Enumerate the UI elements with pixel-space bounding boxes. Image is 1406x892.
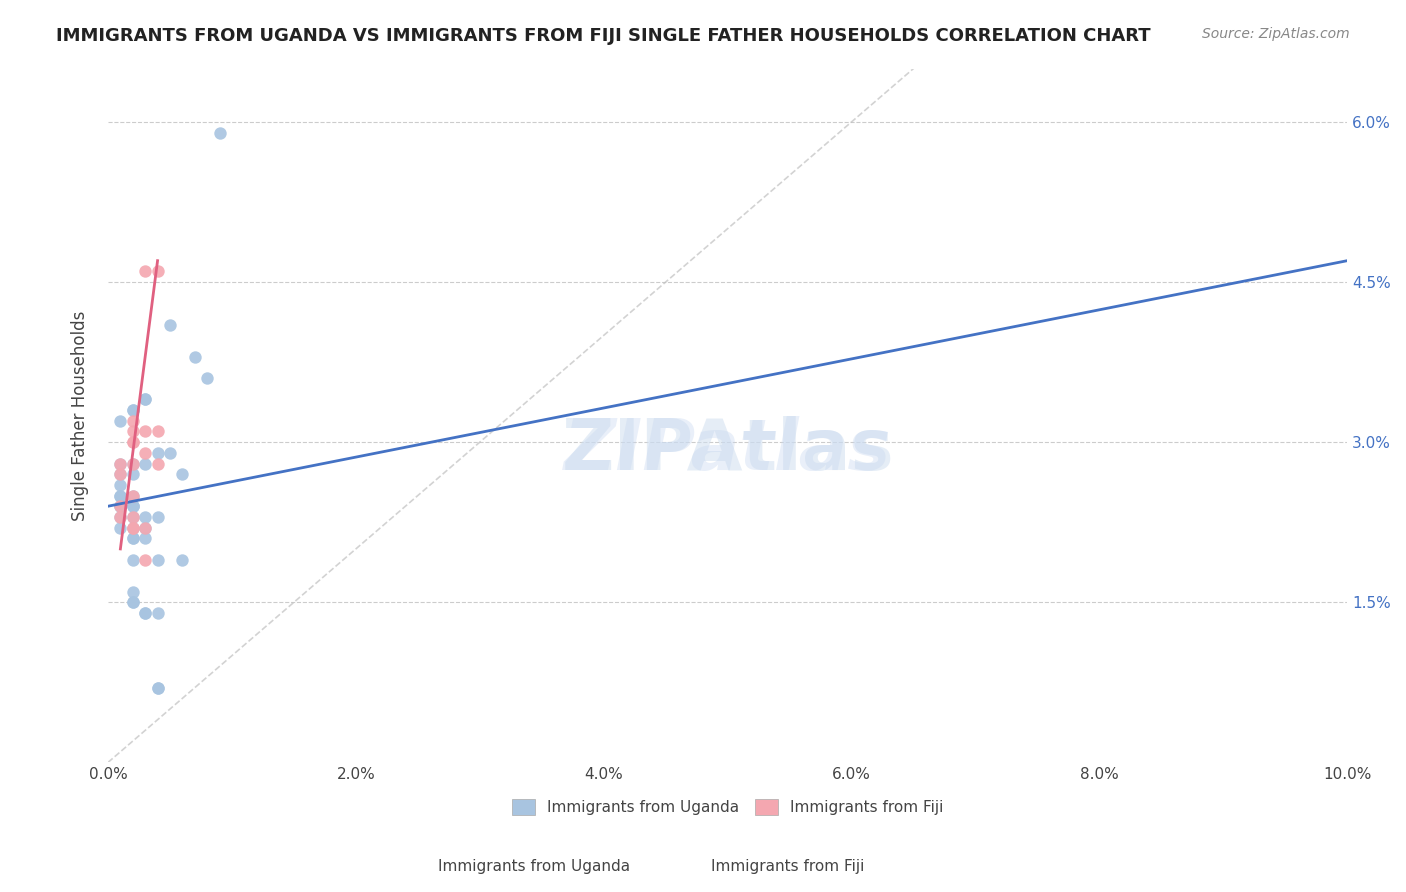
Point (146, 264, 169, 278)
Point (121, 489, 143, 503)
Point (121, 403, 143, 417)
Point (110, 500, 132, 514)
Point (134, 392, 156, 407)
Point (110, 500, 132, 514)
Point (110, 489, 132, 503)
Point (134, 606, 156, 620)
Point (121, 520, 143, 534)
Point (172, 467, 194, 482)
Point (121, 520, 143, 534)
Point (146, 457, 169, 471)
Point (110, 467, 132, 482)
Point (134, 552, 156, 566)
Point (146, 552, 169, 566)
Text: Source: ZipAtlas.com: Source: ZipAtlas.com (1202, 27, 1350, 41)
Point (146, 606, 169, 620)
Point (121, 425, 143, 439)
Point (110, 500, 132, 514)
Point (121, 520, 143, 534)
Point (121, 531, 143, 545)
Point (121, 584, 143, 599)
Point (134, 425, 156, 439)
Text: IMMIGRANTS FROM UGANDA VS IMMIGRANTS FROM FIJI SINGLE FATHER HOUSEHOLDS CORRELAT: IMMIGRANTS FROM UGANDA VS IMMIGRANTS FRO… (56, 27, 1152, 45)
Point (110, 414, 132, 428)
Point (146, 425, 169, 439)
Point (121, 552, 143, 566)
Point (159, 318, 181, 332)
Point (121, 414, 143, 428)
Point (159, 446, 181, 460)
Point (172, 552, 194, 566)
Point (110, 520, 132, 534)
Point (121, 500, 143, 514)
Point (195, 371, 218, 385)
Point (146, 509, 169, 524)
Point (110, 509, 132, 524)
Point (134, 520, 156, 534)
Point (134, 392, 156, 407)
Point (110, 457, 132, 471)
Y-axis label: Single Father Households: Single Father Households (72, 310, 89, 521)
Point (134, 606, 156, 620)
Text: ZIPAtlas: ZIPAtlas (561, 416, 894, 484)
Point (134, 264, 156, 278)
Point (110, 457, 132, 471)
Text: atlas: atlas (627, 416, 828, 484)
Text: ZIPatlas: ZIPatlas (564, 416, 891, 484)
Point (110, 467, 132, 482)
Point (110, 478, 132, 492)
Point (121, 403, 143, 417)
Point (121, 509, 143, 524)
Point (134, 446, 156, 460)
Point (146, 681, 169, 695)
Text: Immigrants from Uganda: Immigrants from Uganda (439, 859, 630, 874)
Point (121, 500, 143, 514)
Legend: Immigrants from Uganda, Immigrants from Fiji: Immigrants from Uganda, Immigrants from … (503, 790, 952, 824)
Point (110, 489, 132, 503)
Point (134, 531, 156, 545)
Point (121, 435, 143, 450)
Point (121, 595, 143, 609)
Point (208, 126, 231, 140)
Point (110, 509, 132, 524)
Point (121, 435, 143, 450)
Point (134, 509, 156, 524)
Point (146, 446, 169, 460)
Point (184, 350, 207, 364)
Point (121, 489, 143, 503)
Point (121, 457, 143, 471)
Point (121, 457, 143, 471)
Point (134, 520, 156, 534)
Point (121, 531, 143, 545)
Text: Immigrants from Fiji: Immigrants from Fiji (710, 859, 865, 874)
Point (121, 500, 143, 514)
Point (121, 509, 143, 524)
Point (121, 467, 143, 482)
Point (121, 595, 143, 609)
Point (146, 681, 169, 695)
Point (134, 457, 156, 471)
